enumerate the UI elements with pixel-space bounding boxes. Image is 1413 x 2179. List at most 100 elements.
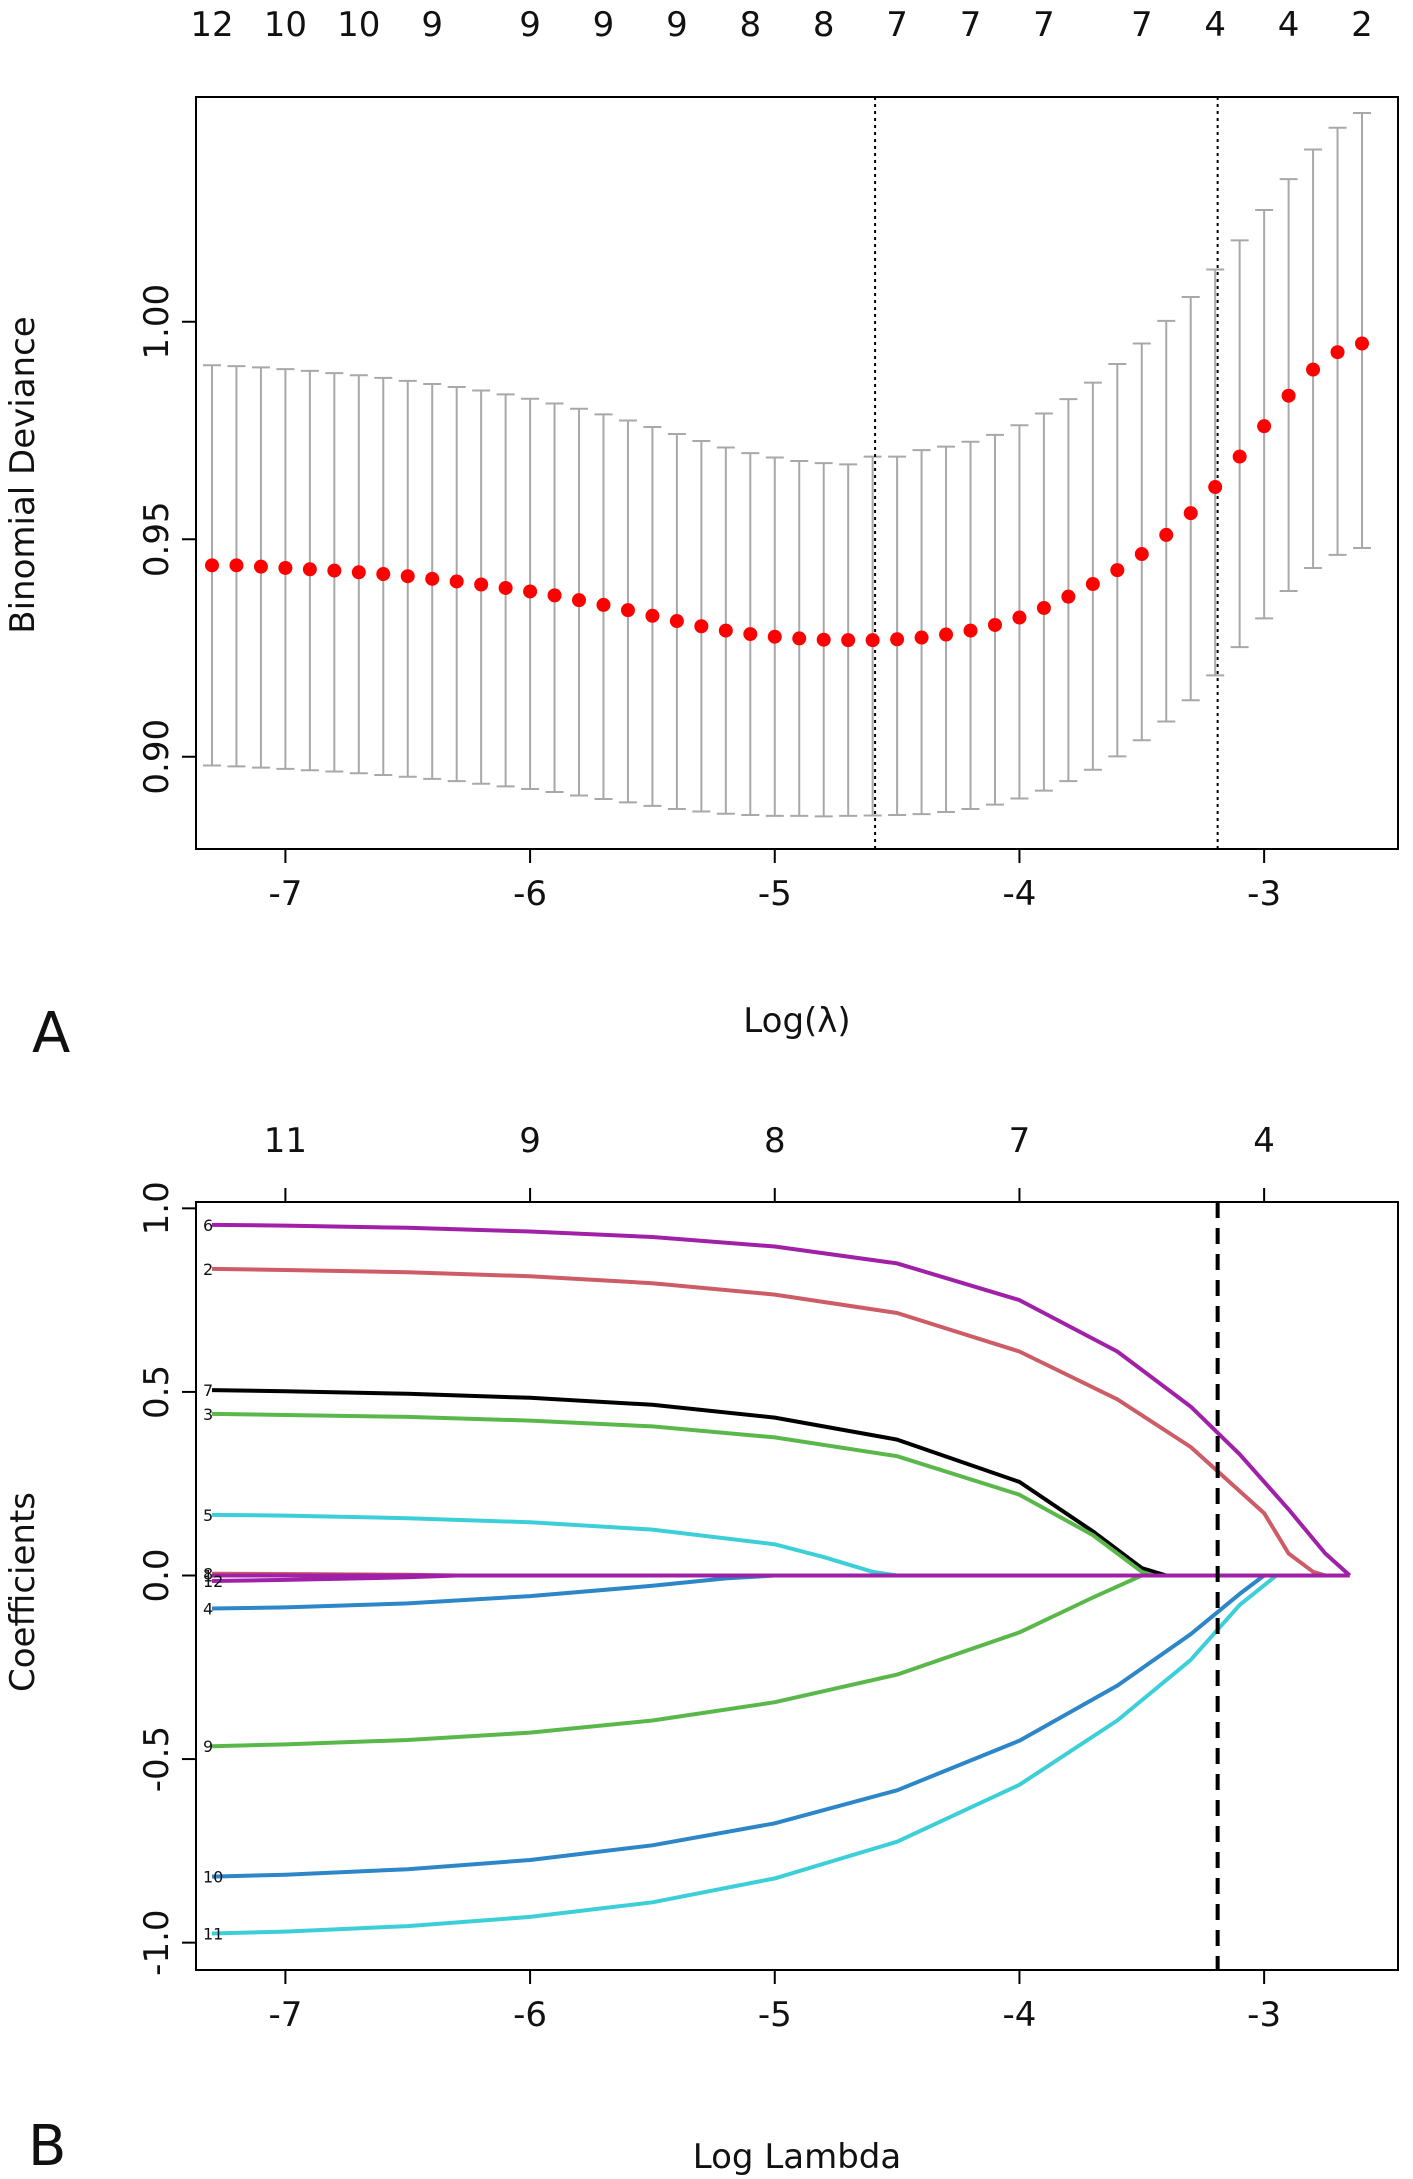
panel-a-y-axis-label: Binomial Deviance bbox=[3, 316, 43, 633]
mean-point-38 bbox=[1134, 547, 1149, 562]
top-axis-label-2: 10 bbox=[337, 5, 380, 45]
path-label-9: 9 bbox=[203, 1737, 213, 1756]
top-axis-label-4: 4 bbox=[1253, 1121, 1275, 1161]
top-axis-label-3: 7 bbox=[1009, 1121, 1031, 1161]
path-label-11: 11 bbox=[203, 1924, 223, 1943]
mean-point-39 bbox=[1159, 527, 1174, 542]
x-tick-label-1: -6 bbox=[513, 1995, 547, 2035]
panel-b-top-axis: 11 9 8 7 4 bbox=[264, 1121, 1275, 1203]
x-tick-label-3: -4 bbox=[1002, 874, 1036, 914]
mean-point-21 bbox=[718, 623, 733, 638]
top-axis-label-4: 9 bbox=[519, 5, 541, 45]
top-axis-label-5: 9 bbox=[593, 5, 615, 45]
top-axis-label-3: 9 bbox=[421, 5, 443, 45]
mean-point-29 bbox=[914, 630, 929, 645]
mean-point-30 bbox=[939, 627, 954, 642]
top-axis-label-2: 8 bbox=[764, 1121, 786, 1161]
mean-point-12 bbox=[498, 580, 513, 595]
path-label-8: 8 bbox=[203, 1565, 213, 1584]
mean-point-41 bbox=[1208, 480, 1223, 495]
mean-point-5 bbox=[327, 563, 342, 578]
mean-point-11 bbox=[474, 577, 489, 592]
top-axis-label-14: 4 bbox=[1278, 5, 1300, 45]
panel-a-chart: -7 -6 -5 -4 -3 0.90 0.95 1.00 12 10 10 9 9 9 9 8 8 7 7 7 7… bbox=[3, 5, 1399, 1066]
mean-point-44 bbox=[1281, 388, 1296, 403]
mean-point-0 bbox=[205, 558, 219, 573]
panel-a-y-axis: 0.90 0.95 1.00 bbox=[137, 284, 197, 795]
mean-point-14 bbox=[547, 588, 562, 603]
top-axis-label-0: 11 bbox=[264, 1121, 307, 1161]
y-tick-label-2: 1.00 bbox=[137, 284, 177, 360]
top-axis-label-10: 7 bbox=[960, 5, 982, 45]
mean-point-13 bbox=[523, 584, 538, 599]
coefficient-path-6 bbox=[211, 1222, 1352, 1577]
mean-point-35 bbox=[1061, 589, 1076, 604]
panel-a-error-bars bbox=[203, 111, 1371, 818]
y-tick-label-4: 1.0 bbox=[137, 1181, 177, 1235]
path-label-1: 1 bbox=[203, 1566, 213, 1585]
mean-point-33 bbox=[1012, 610, 1027, 625]
mean-point-28 bbox=[890, 632, 905, 647]
x-tick-label-4: -3 bbox=[1247, 874, 1281, 914]
coefficient-path-2 bbox=[211, 1266, 1326, 1578]
mean-point-46 bbox=[1330, 345, 1345, 360]
top-axis-label-7: 8 bbox=[739, 5, 761, 45]
path-label-10: 10 bbox=[203, 1868, 223, 1887]
path-label-4: 4 bbox=[203, 1600, 213, 1619]
mean-point-32 bbox=[987, 617, 1002, 632]
mean-point-9 bbox=[425, 571, 440, 586]
mean-point-22 bbox=[743, 627, 758, 642]
x-tick-label-3: -4 bbox=[1002, 1995, 1036, 2035]
mean-point-26 bbox=[841, 633, 856, 648]
path-label-3: 3 bbox=[203, 1405, 213, 1424]
mean-point-6 bbox=[351, 565, 366, 580]
panel-a-top-axis: 12 10 10 9 9 9 9 8 8 7 7 7 7 4 4 2 bbox=[190, 5, 1372, 45]
y-tick-label-0: -1.0 bbox=[137, 1909, 177, 1975]
mean-point-42 bbox=[1232, 449, 1247, 464]
mean-point-4 bbox=[302, 562, 317, 577]
mean-point-37 bbox=[1110, 563, 1125, 578]
path-label-5: 5 bbox=[203, 1506, 213, 1525]
top-axis-label-9: 7 bbox=[886, 5, 908, 45]
top-axis-label-12: 7 bbox=[1131, 5, 1153, 45]
mean-point-7 bbox=[376, 567, 391, 582]
y-tick-label-0: 0.90 bbox=[137, 719, 177, 795]
mean-point-31 bbox=[963, 623, 978, 638]
coefficient-path-11 bbox=[211, 1573, 1289, 1936]
panel-b-y-axis: -1.0 -0.5 0.0 0.5 1.0 bbox=[137, 1181, 197, 1976]
x-tick-label-2: -5 bbox=[758, 874, 792, 914]
y-tick-label-1: 0.95 bbox=[137, 501, 177, 577]
mean-point-43 bbox=[1257, 419, 1272, 434]
coefficient-path-10 bbox=[211, 1573, 1266, 1879]
top-axis-label-1: 9 bbox=[519, 1121, 541, 1161]
x-tick-label-2: -5 bbox=[758, 1995, 792, 2035]
top-axis-label-13: 4 bbox=[1204, 5, 1226, 45]
top-axis-label-11: 7 bbox=[1033, 5, 1055, 45]
mean-point-20 bbox=[694, 619, 709, 634]
panel-a-x-axis-label: Log(λ) bbox=[743, 1001, 850, 1041]
coefficient-path-9 bbox=[211, 1573, 1143, 1749]
y-tick-label-3: 0.5 bbox=[137, 1365, 177, 1419]
mean-point-24 bbox=[792, 631, 807, 646]
mean-point-25 bbox=[816, 632, 831, 647]
top-axis-label-15: 2 bbox=[1351, 5, 1373, 45]
panel-a-label: A bbox=[32, 1001, 70, 1066]
mean-point-34 bbox=[1036, 600, 1051, 615]
coefficient-path-4 bbox=[211, 1573, 775, 1611]
panel-b-label: B bbox=[28, 2114, 66, 2179]
panel-a-x-axis: -7 -6 -5 -4 -3 bbox=[268, 848, 1281, 914]
path-label-12: 12 bbox=[203, 1572, 223, 1591]
panel-b-y-axis-label: Coefficients bbox=[3, 1492, 43, 1692]
path-label-6: 6 bbox=[203, 1216, 213, 1235]
mean-point-27 bbox=[865, 633, 880, 648]
y-tick-label-2: 0.0 bbox=[137, 1548, 177, 1602]
top-axis-label-8: 8 bbox=[813, 5, 835, 45]
mean-point-1 bbox=[229, 558, 244, 573]
panel-b-x-axis: -7 -6 -5 -4 -3 bbox=[268, 1969, 1281, 2035]
mean-point-18 bbox=[645, 608, 660, 623]
top-axis-label-1: 10 bbox=[264, 5, 307, 45]
mean-point-36 bbox=[1085, 577, 1100, 592]
mean-point-40 bbox=[1183, 506, 1198, 521]
